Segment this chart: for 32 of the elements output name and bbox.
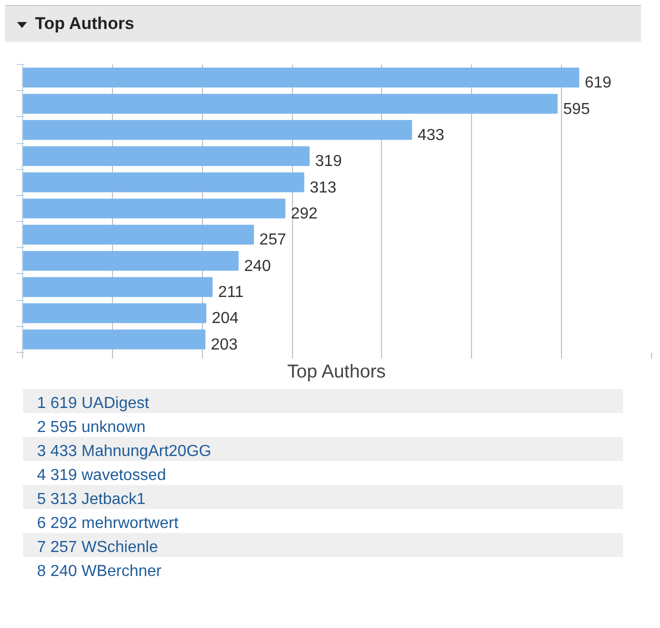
data-label: 257 [259,232,286,249]
bar [22,94,558,114]
text: 5 313 Jetback1 [23,485,623,509]
text: 7 257 WSchienle [23,533,623,557]
bar [22,146,310,166]
data-label: 319 [315,153,342,170]
data-label: 292 [290,206,318,222]
text: 4 319 wavetossed [23,461,623,485]
data-label: 211 [218,284,244,302]
data-label: 619 [584,74,612,92]
text: 3 433 MahnungArt20GG [23,437,623,461]
bar [22,198,286,218]
bar [22,68,580,88]
bar [22,172,304,192]
chart-title: Top Authors [5,5,641,42]
text: 2 595 unknown [23,413,623,437]
data-label: 203 [210,336,238,354]
data-label: 240 [244,258,271,275]
bar [22,303,206,324]
data-label: 204 [212,310,239,328]
text: 8 240 WBerchner [23,557,623,581]
data-label: 595 [563,100,590,118]
data-label: 433 [418,126,444,144]
bar [22,329,206,350]
x-axis-title: Top Authors [287,360,386,382]
text: 1 619 UADigest [23,389,623,413]
data-label: 313 [310,179,337,196]
bar [22,120,412,140]
text: 6 292 mehrwortwert [23,509,623,533]
bar [22,250,239,271]
bar [22,277,213,297]
bar [22,224,254,245]
